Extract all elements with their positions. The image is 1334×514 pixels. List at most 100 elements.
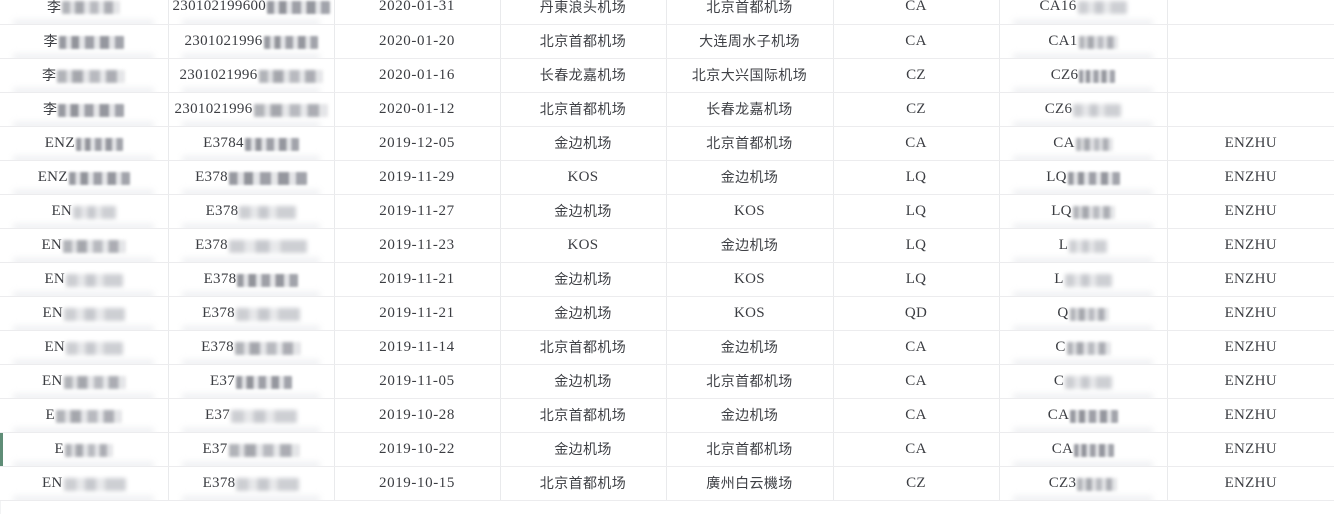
- cell-flight-date[interactable]: 2020-01-31: [334, 0, 501, 25]
- cell-flight-date[interactable]: 2019-11-05: [334, 364, 501, 399]
- cell-flight-number[interactable]: CA1: [999, 24, 1168, 59]
- cell-operator[interactable]: [1167, 0, 1334, 25]
- cell-flight-date[interactable]: 2020-01-20: [334, 24, 501, 59]
- cell-passenger-name[interactable]: EN: [0, 194, 169, 229]
- cell-departure-airport[interactable]: 金边机场: [500, 194, 667, 229]
- cell-flight-number[interactable]: LQ: [999, 194, 1168, 229]
- table-row[interactable]: EN E378 2019-11-14 北京首都机场 金边机场 CA C ENZHU: [0, 330, 1334, 365]
- cell-passenger-name[interactable]: 李: [0, 58, 169, 93]
- cell-departure-airport[interactable]: 北京首都机场: [500, 330, 667, 365]
- cell-flight-number[interactable]: CA16: [999, 0, 1168, 25]
- cell-passenger-name[interactable]: EN: [0, 228, 169, 263]
- cell-flight-date[interactable]: 2020-01-12: [334, 92, 501, 127]
- cell-departure-airport[interactable]: KOS: [500, 228, 667, 263]
- cell-departure-airport[interactable]: 北京首都机场: [500, 92, 667, 127]
- cell-id-number[interactable]: 2301021996: [168, 92, 335, 127]
- cell-operator[interactable]: ENZHU: [1167, 398, 1334, 433]
- table-row[interactable]: ENZ E378 2019-11-29 KOS 金边机场 LQ LQ ENZHU: [0, 160, 1334, 195]
- cell-id-number[interactable]: 230102199600: [168, 0, 335, 25]
- cell-flight-date[interactable]: 2019-11-27: [334, 194, 501, 229]
- table-row[interactable]: E E37 2019-10-28 北京首都机场 金边机场 CA CA ENZHU: [0, 398, 1334, 433]
- cell-passenger-name[interactable]: EN: [0, 296, 169, 331]
- cell-departure-airport[interactable]: 北京首都机场: [500, 24, 667, 59]
- cell-flight-date[interactable]: 2019-11-21: [334, 262, 501, 297]
- cell-arrival-airport[interactable]: 金边机场: [666, 330, 834, 365]
- cell-airline-code[interactable]: CZ: [833, 466, 1000, 501]
- cell-flight-number[interactable]: CZ6: [999, 58, 1168, 93]
- cell-airline-code[interactable]: QD: [833, 296, 1000, 331]
- cell-id-number[interactable]: E378: [168, 228, 335, 263]
- cell-operator[interactable]: ENZHU: [1167, 160, 1334, 195]
- cell-arrival-airport[interactable]: 北京首都机场: [666, 432, 834, 467]
- cell-flight-number[interactable]: C: [999, 364, 1168, 399]
- cell-arrival-airport[interactable]: 金边机场: [666, 160, 834, 195]
- table-row[interactable]: EN E378 2019-11-21 金边机场 KOS QD Q ENZHU: [0, 296, 1334, 331]
- cell-arrival-airport[interactable]: 北京大兴国际机场: [666, 58, 834, 93]
- cell-id-number[interactable]: E378: [168, 194, 335, 229]
- cell-flight-number[interactable]: Q: [999, 296, 1168, 331]
- cell-flight-date[interactable]: 2019-10-22: [334, 432, 501, 467]
- cell-flight-date[interactable]: 2019-11-21: [334, 296, 501, 331]
- cell-airline-code[interactable]: CZ: [833, 92, 1000, 127]
- cell-passenger-name[interactable]: ENZ: [0, 126, 169, 161]
- cell-operator[interactable]: [1167, 24, 1334, 59]
- cell-id-number[interactable]: E378: [168, 466, 335, 501]
- cell-flight-number[interactable]: L: [999, 262, 1168, 297]
- cell-flight-date[interactable]: 2019-11-14: [334, 330, 501, 365]
- cell-arrival-airport[interactable]: 廣州白云機场: [666, 466, 834, 501]
- cell-id-number[interactable]: E378: [168, 160, 335, 195]
- cell-id-number[interactable]: 2301021996: [168, 58, 335, 93]
- cell-arrival-airport[interactable]: 长春龙嘉机场: [666, 92, 834, 127]
- table-row[interactable]: 李 2301021996 2020-01-12 北京首都机场 长春龙嘉机场 CZ CZ6: [0, 92, 1334, 127]
- table-row[interactable]: EN E378 2019-11-23 KOS 金边机场 LQ L ENZHU: [0, 228, 1334, 263]
- table-row[interactable]: E E37 2019-10-22 金边机场 北京首都机场 CA CA ENZHU: [0, 432, 1334, 467]
- cell-departure-airport[interactable]: 金边机场: [500, 126, 667, 161]
- cell-passenger-name[interactable]: 李: [0, 0, 169, 25]
- cell-flight-date[interactable]: 2019-11-23: [334, 228, 501, 263]
- cell-id-number[interactable]: E378: [168, 330, 335, 365]
- cell-passenger-name[interactable]: EN: [0, 330, 169, 365]
- cell-arrival-airport[interactable]: 金边机场: [666, 228, 834, 263]
- cell-flight-number[interactable]: CZ6: [999, 92, 1168, 127]
- cell-id-number[interactable]: E37: [168, 398, 335, 433]
- cell-passenger-name[interactable]: EN: [0, 364, 169, 399]
- cell-departure-airport[interactable]: 长春龙嘉机场: [500, 58, 667, 93]
- table-row[interactable]: EN E37 2019-11-05 金边机场 北京首都机场 CA C ENZHU: [0, 364, 1334, 399]
- cell-flight-number[interactable]: CZ3: [999, 466, 1168, 501]
- cell-airline-code[interactable]: CZ: [833, 58, 1000, 93]
- cell-id-number[interactable]: E3784: [168, 126, 335, 161]
- cell-arrival-airport[interactable]: KOS: [666, 296, 834, 331]
- cell-airline-code[interactable]: LQ: [833, 160, 1000, 195]
- cell-operator[interactable]: ENZHU: [1167, 432, 1334, 467]
- cell-flight-number[interactable]: CA: [999, 126, 1168, 161]
- cell-flight-number[interactable]: L: [999, 228, 1168, 263]
- cell-airline-code[interactable]: CA: [833, 126, 1000, 161]
- cell-departure-airport[interactable]: 北京首都机场: [500, 466, 667, 501]
- cell-id-number[interactable]: E37: [168, 432, 335, 467]
- table-row[interactable]: 李 2301021996 2020-01-16 长春龙嘉机场 北京大兴国际机场 CZ CZ6: [0, 58, 1334, 93]
- cell-flight-number[interactable]: C: [999, 330, 1168, 365]
- cell-arrival-airport[interactable]: 北京首都机场: [666, 364, 834, 399]
- cell-airline-code[interactable]: LQ: [833, 228, 1000, 263]
- cell-operator[interactable]: ENZHU: [1167, 194, 1334, 229]
- cell-airline-code[interactable]: CA: [833, 364, 1000, 399]
- cell-flight-date[interactable]: 2019-11-29: [334, 160, 501, 195]
- cell-flight-number[interactable]: LQ: [999, 160, 1168, 195]
- cell-airline-code[interactable]: LQ: [833, 262, 1000, 297]
- table-row[interactable]: EN E378 2019-10-15 北京首都机场 廣州白云機场 CZ CZ3 ENZHU: [0, 466, 1334, 501]
- cell-departure-airport[interactable]: 金边机场: [500, 262, 667, 297]
- cell-operator[interactable]: ENZHU: [1167, 296, 1334, 331]
- cell-arrival-airport[interactable]: 金边机场: [666, 398, 834, 433]
- cell-operator[interactable]: ENZHU: [1167, 262, 1334, 297]
- cell-arrival-airport[interactable]: 大连周水子机场: [666, 24, 834, 59]
- cell-id-number[interactable]: 2301021996: [168, 24, 335, 59]
- cell-flight-date[interactable]: 2019-12-05: [334, 126, 501, 161]
- cell-flight-number[interactable]: CA: [999, 398, 1168, 433]
- cell-departure-airport[interactable]: 金边机场: [500, 364, 667, 399]
- cell-passenger-name[interactable]: 李: [0, 92, 169, 127]
- cell-airline-code[interactable]: CA: [833, 24, 1000, 59]
- cell-airline-code[interactable]: CA: [833, 432, 1000, 467]
- cell-passenger-name[interactable]: 李: [0, 24, 169, 59]
- cell-id-number[interactable]: E378: [168, 296, 335, 331]
